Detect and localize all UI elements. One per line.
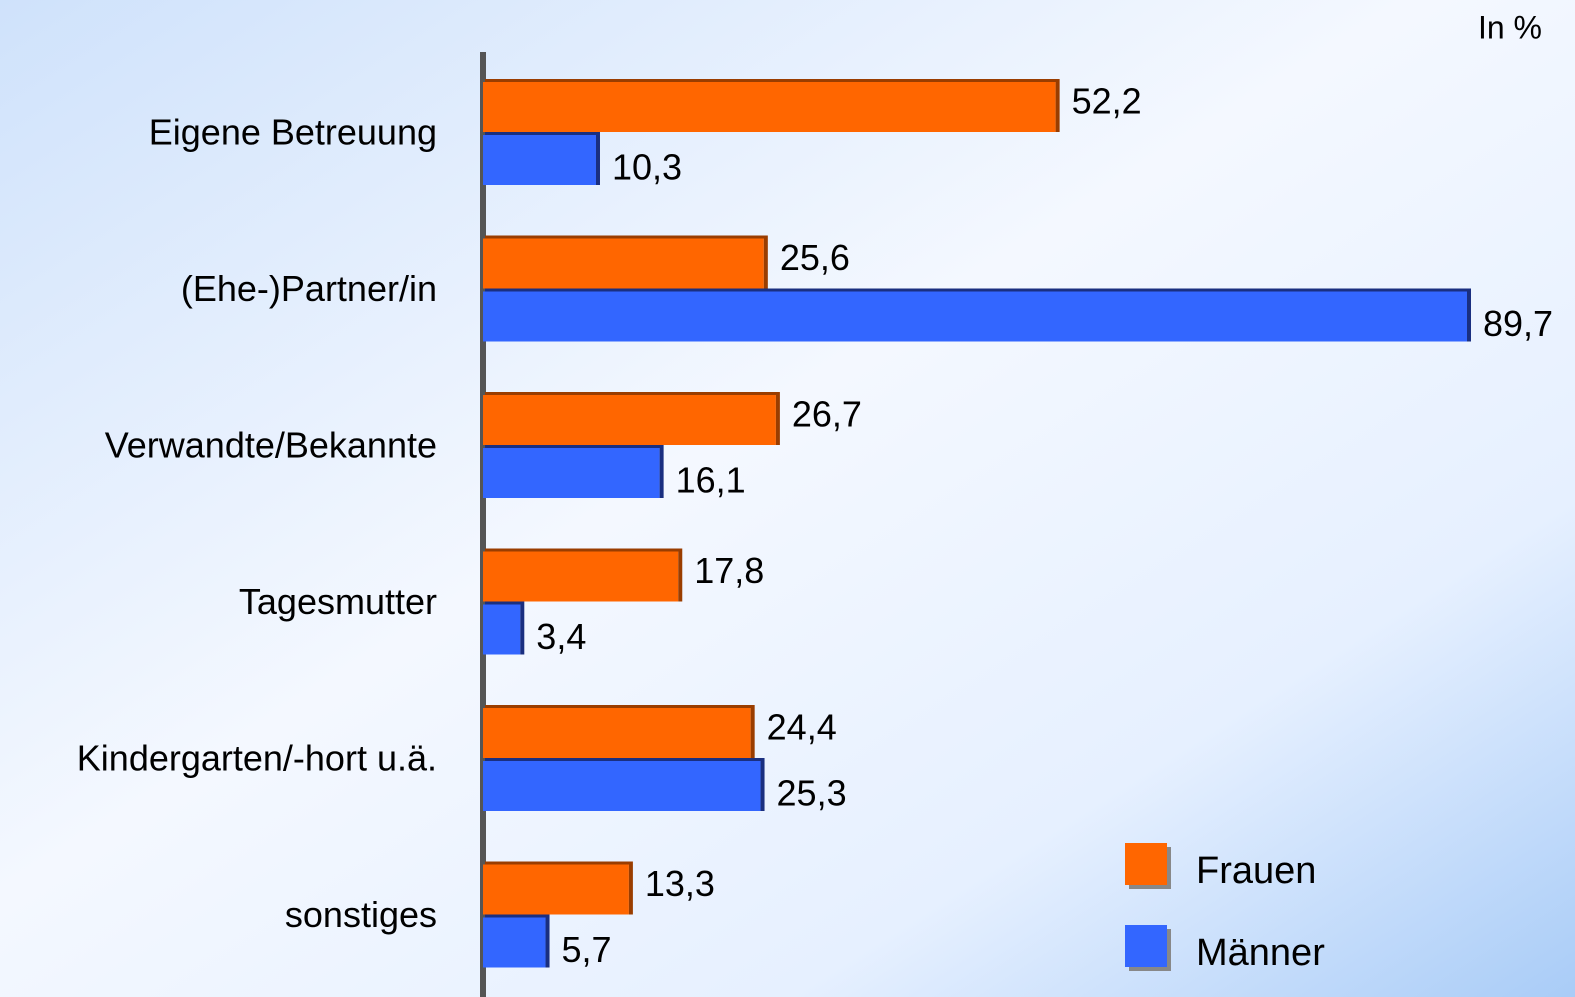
bar xyxy=(483,551,679,602)
bar-top xyxy=(485,79,1058,82)
bar xyxy=(483,135,596,185)
bar xyxy=(483,761,761,811)
bar-top xyxy=(485,705,753,708)
bar-top xyxy=(485,601,523,605)
bar-side xyxy=(775,392,780,445)
bar-side xyxy=(760,758,765,811)
value-label: 5,7 xyxy=(562,929,612,970)
bar-side xyxy=(595,132,600,185)
category-label: (Ehe-)Partner/in xyxy=(181,268,437,309)
bar xyxy=(483,708,751,758)
bar xyxy=(483,864,629,915)
bar xyxy=(483,448,660,498)
bar-side xyxy=(628,861,633,915)
value-label: 26,7 xyxy=(792,394,862,435)
bar xyxy=(483,604,521,655)
legend-label: Frauen xyxy=(1196,850,1316,892)
value-label: 16,1 xyxy=(676,460,746,501)
bar-top xyxy=(485,548,681,552)
bar-side xyxy=(1467,288,1471,342)
bar xyxy=(483,291,1467,342)
category-label: Verwandte/Bekannte xyxy=(105,425,437,466)
bar xyxy=(483,917,546,968)
value-label: 25,6 xyxy=(780,237,850,278)
bar-side xyxy=(678,548,683,602)
legend-swatch xyxy=(1125,843,1167,885)
bar-side xyxy=(520,601,525,655)
legend-label: Männer xyxy=(1196,932,1325,974)
category-label: sonstiges xyxy=(285,894,437,935)
bar-top xyxy=(485,861,631,865)
value-label: 89,7 xyxy=(1483,303,1553,344)
unit-label: In % xyxy=(1478,9,1542,45)
value-label: 24,4 xyxy=(767,707,837,748)
bar-top xyxy=(485,288,1469,292)
legend-swatch xyxy=(1125,925,1167,967)
bar-top xyxy=(485,235,766,239)
category-label: Eigene Betreuung xyxy=(149,112,437,153)
bar-top xyxy=(485,392,778,395)
category-label: Kindergarten/-hort u.ä. xyxy=(77,738,437,779)
bar xyxy=(483,82,1056,132)
bar-side xyxy=(659,445,664,498)
bar xyxy=(483,238,764,289)
bar-side xyxy=(1055,79,1060,132)
bar-side xyxy=(545,914,550,968)
value-label: 25,3 xyxy=(777,773,847,814)
value-label: 52,2 xyxy=(1072,81,1142,122)
category-label: Tagesmutter xyxy=(239,581,437,622)
bar xyxy=(483,395,776,445)
bar-top xyxy=(485,914,548,918)
bar-side xyxy=(750,705,755,758)
value-label: 17,8 xyxy=(694,550,764,591)
bar-side xyxy=(763,235,768,289)
bar-top xyxy=(485,132,598,135)
bar-top xyxy=(485,758,763,761)
value-label: 3,4 xyxy=(536,616,586,657)
bar-top xyxy=(485,445,662,448)
value-label: 13,3 xyxy=(645,863,715,904)
axis-line xyxy=(480,52,486,997)
value-label: 10,3 xyxy=(612,147,682,188)
